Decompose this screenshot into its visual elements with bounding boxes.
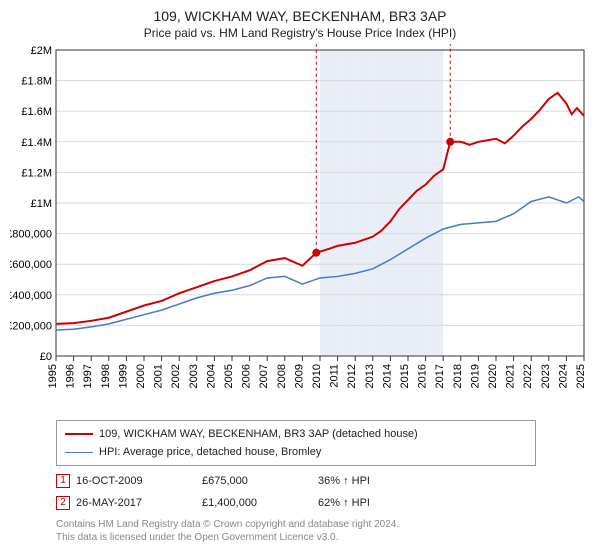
chart-container: 109, WICKHAM WAY, BECKENHAM, BR3 3AP Pri… xyxy=(0,0,600,550)
legend-label: 109, WICKHAM WAY, BECKENHAM, BR3 3AP (de… xyxy=(99,425,418,443)
x-tick-label: 2008 xyxy=(276,364,288,388)
sale-date: 26-MAY-2017 xyxy=(76,492,196,514)
sale-row: 1 16-OCT-2009 £675,000 36% ↑ HPI xyxy=(56,470,536,492)
sale-pct: 36% ↑ HPI xyxy=(318,470,536,492)
y-tick-label: £1.6M xyxy=(21,106,52,118)
sale-marker: 2 xyxy=(56,496,70,510)
sale-marker: 1 xyxy=(56,474,70,488)
x-tick-label: 2012 xyxy=(346,364,358,388)
x-tick-label: 2004 xyxy=(205,364,217,388)
sale-pct: 62% ↑ HPI xyxy=(318,492,536,514)
y-tick-label: £200,000 xyxy=(10,320,52,332)
x-tick-label: 1999 xyxy=(117,364,129,388)
x-tick-label: 2014 xyxy=(381,364,393,388)
x-tick-label: 2016 xyxy=(417,364,429,388)
x-tick-label: 2025 xyxy=(575,364,587,388)
marker-dot xyxy=(446,138,454,146)
x-tick-label: 2007 xyxy=(258,364,270,388)
y-tick-label: £1.2M xyxy=(21,167,52,179)
legend-swatch xyxy=(65,433,93,435)
sale-date: 16-OCT-2009 xyxy=(76,470,196,492)
y-tick-label: £1.4M xyxy=(21,137,52,149)
chart-svg: £0 £200,000 £400,000 £600,000 £800,000 £1M £1.… xyxy=(10,44,590,414)
chart-title: 109, WICKHAM WAY, BECKENHAM, BR3 3AP xyxy=(10,8,590,24)
x-tick-label: 2024 xyxy=(557,364,569,388)
sale-row: 2 26-MAY-2017 £1,400,000 62% ↑ HPI xyxy=(56,492,536,514)
sale-table: 1 16-OCT-2009 £675,000 36% ↑ HPI 2 26-MAY-201… xyxy=(56,470,536,514)
x-tick-label: 2023 xyxy=(540,364,552,388)
x-tick-label: 1997 xyxy=(82,364,94,388)
x-tick-label: 1996 xyxy=(65,364,77,388)
x-tick-label: 2022 xyxy=(522,364,534,388)
x-tick-label: 2015 xyxy=(399,364,411,388)
x-tick-label: 1998 xyxy=(100,364,112,388)
y-tick-label: £800,000 xyxy=(10,229,52,241)
chart-plot: £0 £200,000 £400,000 £600,000 £800,000 £1M £1.… xyxy=(10,44,590,414)
x-tick-label: 2020 xyxy=(487,364,499,388)
footer-line-1: Contains HM Land Registry data © Crown c… xyxy=(56,518,536,531)
sale-price: £1,400,000 xyxy=(202,492,312,514)
x-tick-label: 2000 xyxy=(135,364,147,388)
x-tick-label: 2011 xyxy=(329,364,341,388)
legend-box: 109, WICKHAM WAY, BECKENHAM, BR3 3AP (de… xyxy=(56,420,536,466)
x-tick-label: 2018 xyxy=(452,364,464,388)
x-tick-label: 2003 xyxy=(188,364,200,388)
y-tick-label: £400,000 xyxy=(10,290,52,302)
x-tick-label: 2021 xyxy=(505,364,517,388)
x-tick-label: 2001 xyxy=(153,364,165,388)
marker-dot xyxy=(312,249,320,257)
x-tick-label: 2006 xyxy=(241,364,253,388)
chart-subtitle: Price paid vs. HM Land Registry's House … xyxy=(10,26,590,40)
legend-swatch xyxy=(65,452,93,453)
legend-row: 109, WICKHAM WAY, BECKENHAM, BR3 3AP (de… xyxy=(65,425,527,443)
x-tick-label: 2005 xyxy=(223,364,235,388)
x-tick-label: 2010 xyxy=(311,364,323,388)
x-tick-label: 2017 xyxy=(434,364,446,388)
legend-label: HPI: Average price, detached house, Brom… xyxy=(99,443,321,461)
x-tick-label: 2002 xyxy=(170,364,182,388)
legend-row: HPI: Average price, detached house, Brom… xyxy=(65,443,527,461)
y-tick-label: £600,000 xyxy=(10,259,52,271)
y-tick-label: £0 xyxy=(40,351,52,363)
sale-price: £675,000 xyxy=(202,470,312,492)
y-tick-label: £2M xyxy=(31,45,52,57)
x-tick-label: 1995 xyxy=(47,364,59,388)
x-tick-label: 2009 xyxy=(293,364,305,388)
x-tick-label: 2019 xyxy=(469,364,481,388)
y-tick-label: £1M xyxy=(31,198,52,210)
footer-line-2: This data is licensed under the Open Gov… xyxy=(56,531,536,544)
footer-text: Contains HM Land Registry data © Crown c… xyxy=(56,518,536,544)
y-tick-label: £1.8M xyxy=(21,76,52,88)
x-tick-label: 2013 xyxy=(364,364,376,388)
